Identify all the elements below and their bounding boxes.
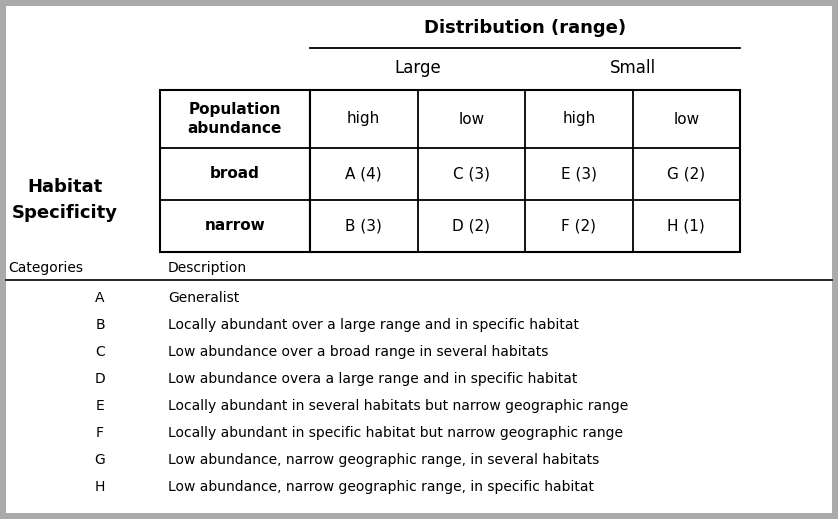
Text: Locally abundant over a large range and in specific habitat: Locally abundant over a large range and … [168, 318, 579, 332]
Text: Description: Description [168, 261, 247, 275]
Text: C (3): C (3) [453, 167, 489, 182]
Text: E: E [96, 399, 105, 413]
Text: A (4): A (4) [345, 167, 382, 182]
Text: Distribution (range): Distribution (range) [424, 19, 626, 37]
Text: E (3): E (3) [561, 167, 597, 182]
Text: G (2): G (2) [667, 167, 706, 182]
Text: Low abundance over a broad range in several habitats: Low abundance over a broad range in seve… [168, 345, 548, 359]
Text: F (2): F (2) [561, 218, 597, 234]
Text: high: high [562, 112, 595, 127]
Text: H: H [95, 480, 106, 494]
Text: low: low [458, 112, 484, 127]
Text: A: A [96, 291, 105, 305]
Text: F: F [96, 426, 104, 440]
Text: B: B [96, 318, 105, 332]
Text: D: D [95, 372, 106, 386]
Text: H (1): H (1) [667, 218, 705, 234]
Text: high: high [347, 112, 380, 127]
Text: B (3): B (3) [345, 218, 382, 234]
Text: Low abundance, narrow geographic range, in several habitats: Low abundance, narrow geographic range, … [168, 453, 599, 467]
Text: C: C [96, 345, 105, 359]
Text: narrow: narrow [204, 218, 266, 234]
Bar [310, 90, 740, 252]
Text: G: G [95, 453, 106, 467]
Text: broad: broad [210, 167, 260, 182]
Text: Low abundance, narrow geographic range, in specific habitat: Low abundance, narrow geographic range, … [168, 480, 594, 494]
Text: Population
abundance: Population abundance [188, 102, 282, 136]
Text: Low abundance overa a large range and in specific habitat: Low abundance overa a large range and in… [168, 372, 577, 386]
Text: Large: Large [394, 59, 441, 77]
Text: Generalist: Generalist [168, 291, 240, 305]
Text: low: low [673, 112, 700, 127]
Text: D (2): D (2) [453, 218, 490, 234]
Text: Locally abundant in specific habitat but narrow geographic range: Locally abundant in specific habitat but… [168, 426, 623, 440]
Bar [160, 90, 310, 252]
Text: Small: Small [609, 59, 655, 77]
Text: Locally abundant in several habitats but narrow geographic range: Locally abundant in several habitats but… [168, 399, 628, 413]
Text: Habitat
Specificity: Habitat Specificity [12, 179, 118, 222]
Text: Categories: Categories [8, 261, 83, 275]
